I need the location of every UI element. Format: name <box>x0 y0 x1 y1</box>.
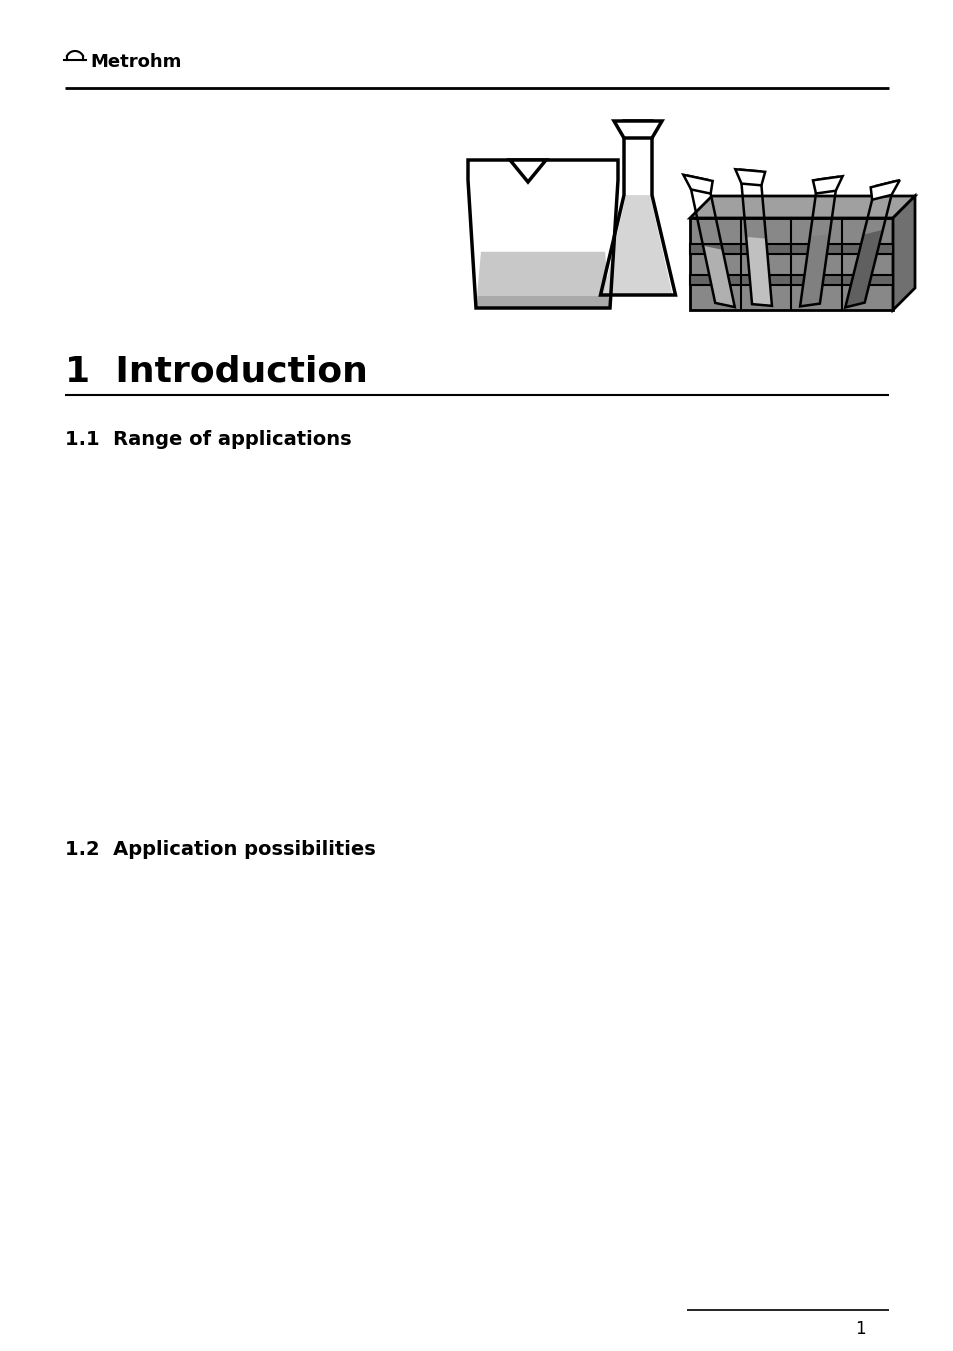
Polygon shape <box>844 230 882 308</box>
Polygon shape <box>476 251 609 308</box>
Polygon shape <box>603 195 672 295</box>
Text: 1.2  Application possibilities: 1.2 Application possibilities <box>65 840 375 859</box>
Polygon shape <box>614 122 661 138</box>
Polygon shape <box>892 196 914 309</box>
Text: 1.1  Range of applications: 1.1 Range of applications <box>65 430 352 449</box>
Polygon shape <box>735 169 764 185</box>
Polygon shape <box>870 180 899 200</box>
Polygon shape <box>689 196 914 218</box>
Polygon shape <box>682 174 712 193</box>
Text: 1  Introduction: 1 Introduction <box>65 355 368 389</box>
Bar <box>689 243 892 254</box>
Bar <box>689 276 892 285</box>
Polygon shape <box>702 246 734 307</box>
Polygon shape <box>476 296 609 308</box>
Polygon shape <box>800 234 829 307</box>
Bar <box>689 218 892 309</box>
Polygon shape <box>745 236 771 305</box>
Polygon shape <box>812 176 841 193</box>
Polygon shape <box>510 159 545 182</box>
Text: Metrohm: Metrohm <box>90 53 181 72</box>
Text: 1: 1 <box>854 1320 864 1337</box>
